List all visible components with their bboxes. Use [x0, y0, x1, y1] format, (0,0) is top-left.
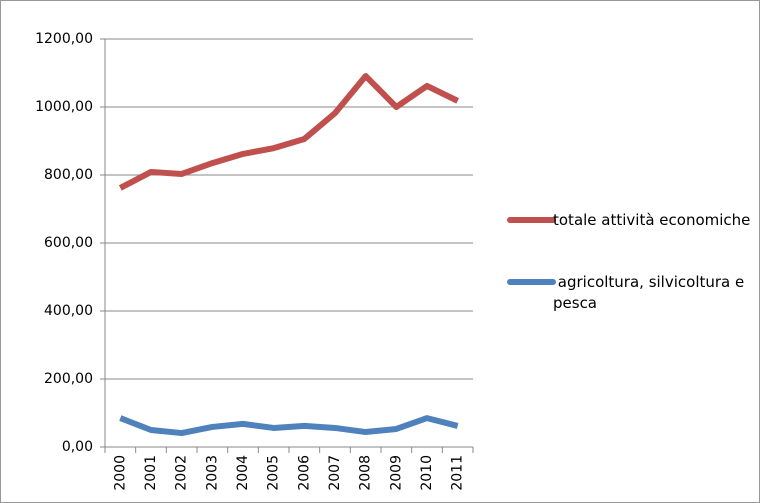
x-tick-label: 2000	[112, 455, 128, 491]
x-tick-label: 2004	[235, 455, 251, 491]
y-tick-label: 0,00	[62, 439, 93, 455]
y-tick-label: 400,00	[44, 303, 93, 319]
x-tick-label: 2002	[174, 455, 190, 491]
series-line	[119, 415, 459, 437]
y-tick-label: 200,00	[44, 371, 93, 387]
y-tick-label: 600,00	[44, 235, 93, 251]
x-tick-label: 2008	[358, 455, 374, 491]
x-tick-label: 2007	[327, 455, 343, 491]
y-tick-label: 800,00	[44, 167, 93, 183]
legend-label: totale attività economiche	[553, 211, 751, 229]
series-line	[118, 73, 459, 191]
y-tick-label: 1000,00	[35, 99, 93, 115]
x-tick-label: 2006	[296, 455, 312, 491]
x-tick-label: 2003	[204, 455, 220, 491]
legend-label: agricoltura, silvicoltura e pesca	[553, 273, 750, 312]
y-tick-label: 1200,00	[35, 31, 93, 47]
x-tick-label: 2009	[388, 455, 404, 491]
x-tick-label: 2005	[266, 455, 282, 491]
x-tick-label: 2011	[450, 455, 466, 491]
x-tick-label: 2010	[419, 455, 435, 491]
x-tick-label: 2001	[143, 455, 159, 491]
